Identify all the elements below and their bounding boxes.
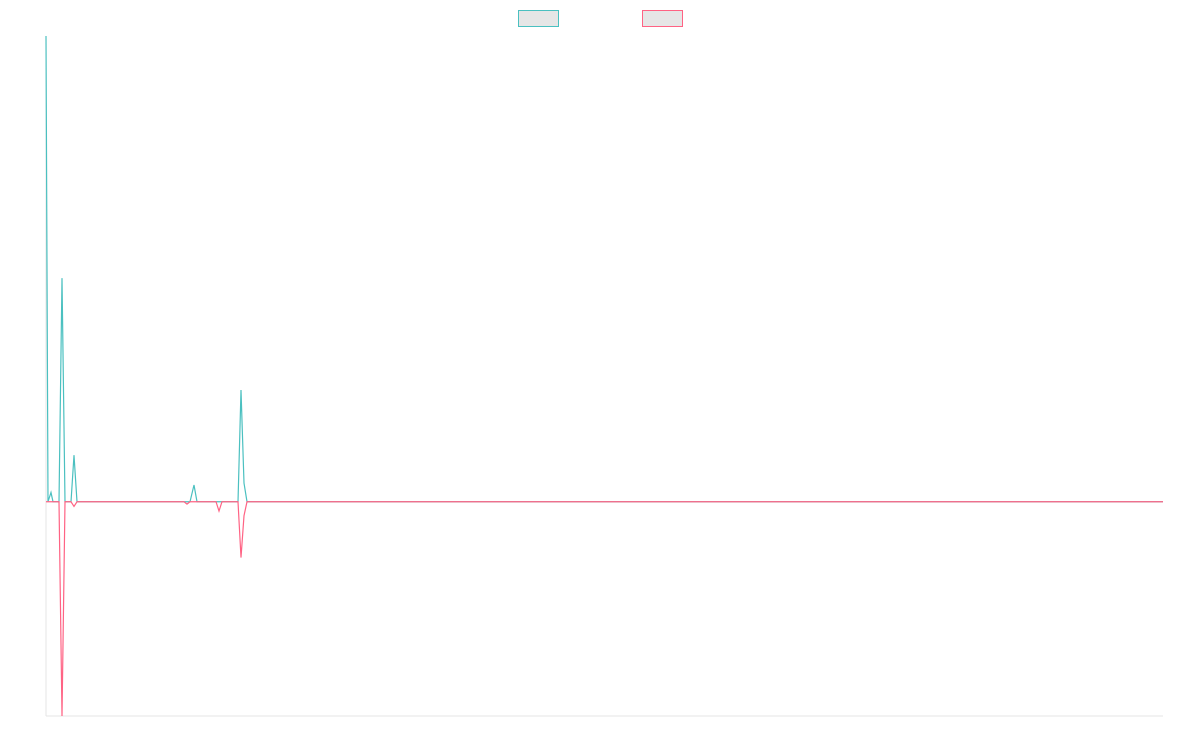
legend-swatch[interactable]	[642, 10, 683, 27]
legend-swatch[interactable]	[518, 10, 559, 27]
series-line	[46, 501, 1163, 717]
series-line	[45, 35, 1163, 503]
